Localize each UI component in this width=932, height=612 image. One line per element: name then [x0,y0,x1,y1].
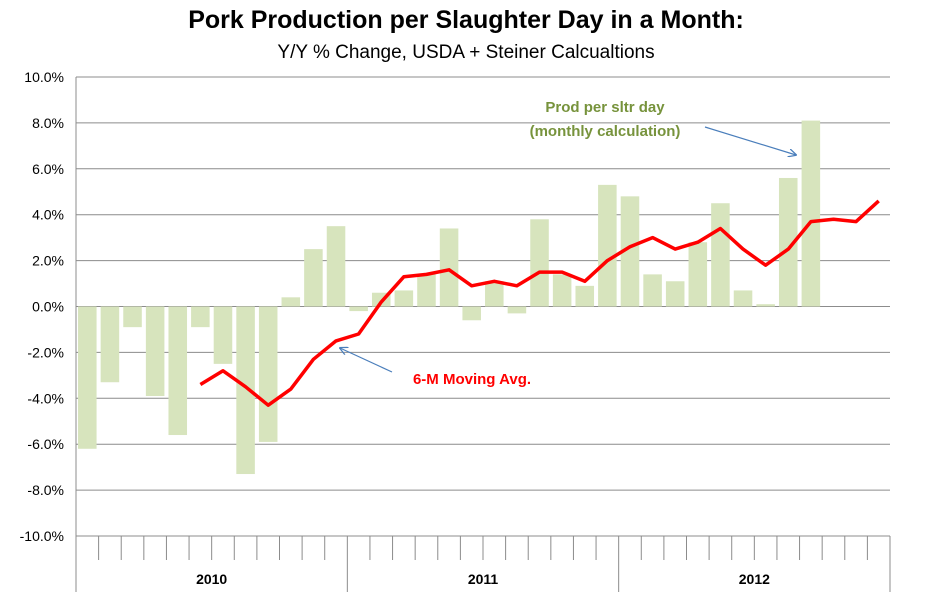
x-year-label: 2010 [196,571,227,587]
y-tick-label: -4.0% [27,390,64,406]
bar [688,242,708,307]
bar [417,274,436,307]
y-tick-label: -8.0% [27,482,64,498]
bar [258,306,278,442]
annotation-arrow-line [340,348,393,373]
y-tick-label: -6.0% [27,436,64,452]
bar [236,306,255,475]
bar [439,228,459,307]
bar [733,290,753,307]
y-tick-label: 8.0% [32,115,64,131]
bar [326,226,346,307]
bar [394,290,414,307]
y-tick-label: -10.0% [20,528,64,544]
chart-title: Pork Production per Slaughter Day in a M… [188,6,744,34]
y-tick-label: 4.0% [32,207,64,223]
bar [281,297,301,307]
y-tick-label: 10.0% [24,69,64,85]
bar [778,177,798,307]
bar [801,120,821,307]
annotation-arrow-bars [704,126,796,155]
y-tick-label: 0.0% [32,299,64,315]
y-tick-label: 2.0% [32,253,64,269]
bar [665,281,685,307]
bar [100,306,120,383]
bar [462,306,481,321]
y-tick-label: -2.0% [27,344,64,360]
chart-subtitle: Y/Y % Change, USDA + Steiner Calcualtion… [277,42,655,63]
x-year-label: 2011 [468,571,499,587]
bar [191,306,210,328]
bar [643,274,662,307]
bar [78,306,97,449]
bar [304,249,323,307]
moving-average-line [199,199,880,407]
bar [168,306,188,436]
bar [552,274,572,307]
bar [145,306,165,397]
annotation-bars-label: (monthly calculation) [530,123,681,140]
bar [575,285,595,307]
bar [213,306,233,364]
bar [349,306,368,312]
bar [711,203,730,307]
annotation-bars-label: Prod per sltr day [545,99,665,116]
x-year-label: 2012 [739,571,770,587]
bar [485,281,504,307]
bar [756,304,775,307]
bar [123,306,142,328]
bar [620,196,640,307]
bar [507,306,527,314]
annotation-line-label: 6-M Moving Avg. [413,371,531,388]
bar [530,219,549,307]
y-tick-label: 6.0% [32,161,64,177]
bar [598,184,617,307]
